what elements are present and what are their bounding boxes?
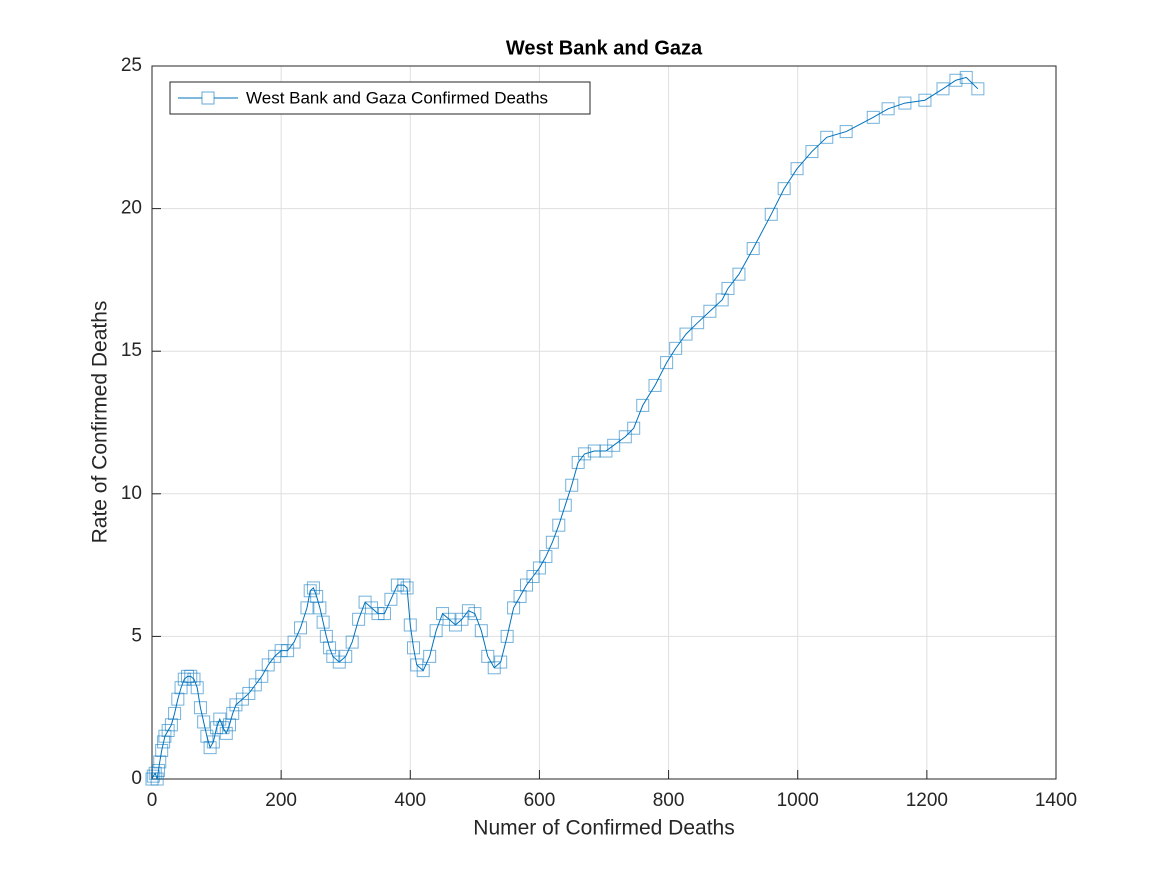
marker [206, 735, 220, 749]
marker [918, 93, 932, 107]
y-tick-label: 25 [121, 55, 142, 76]
marker [732, 267, 746, 281]
marker [416, 664, 430, 678]
marker [377, 607, 391, 621]
marker [423, 649, 437, 663]
marker [565, 478, 579, 492]
y-tick-label: 15 [121, 340, 142, 361]
marker [545, 535, 559, 549]
marker [959, 70, 973, 84]
legend-marker [201, 91, 215, 105]
legend-label: West Bank and Gaza Confirmed Deaths [246, 88, 548, 107]
marker [155, 743, 169, 757]
marker [703, 304, 717, 318]
marker [287, 635, 301, 649]
x-tick-label: 1200 [906, 790, 948, 811]
x-tick-label: 400 [394, 790, 426, 811]
plot-area [152, 66, 1056, 779]
marker [429, 624, 443, 638]
marker [866, 110, 880, 124]
marker [222, 718, 236, 732]
marker [219, 726, 233, 740]
y-tick-label: 0 [131, 768, 142, 789]
marker [316, 615, 330, 629]
marker [310, 589, 324, 603]
marker [936, 82, 950, 96]
marker [313, 601, 327, 615]
marker [500, 629, 514, 643]
marker [474, 624, 488, 638]
marker [345, 635, 359, 649]
marker [618, 430, 632, 444]
marker [494, 655, 508, 669]
y-tick-label: 10 [121, 483, 142, 504]
marker [168, 706, 182, 720]
axes-box [151, 65, 1057, 780]
marker [820, 130, 834, 144]
marker [403, 618, 417, 632]
chart-title: West Bank and Gaza [506, 37, 703, 59]
marker [660, 356, 674, 370]
marker [636, 398, 650, 412]
marker [306, 581, 320, 595]
marker [407, 641, 421, 655]
marker [607, 438, 621, 452]
marker [764, 207, 778, 221]
y-tick-label: 5 [131, 625, 142, 646]
marker [552, 518, 566, 532]
marker [777, 182, 791, 196]
marker [323, 641, 337, 655]
marker [578, 447, 592, 461]
marker [468, 607, 482, 621]
marker [648, 378, 662, 392]
marker [151, 763, 165, 777]
marker [558, 498, 572, 512]
marker [190, 681, 204, 695]
marker [294, 621, 308, 635]
marker [805, 145, 819, 159]
marker [197, 715, 211, 729]
x-tick-label: 1000 [777, 790, 819, 811]
marker [352, 612, 366, 626]
marker [384, 592, 398, 606]
x-tick-label: 1400 [1035, 790, 1077, 811]
marker [226, 706, 240, 720]
marker [339, 649, 353, 663]
marker [971, 82, 985, 96]
marker [539, 550, 553, 564]
marker [669, 341, 683, 355]
marker [691, 316, 705, 330]
marker [949, 73, 963, 87]
y-axis-label: Rate of Confirmed Deaths [89, 301, 112, 544]
marker [721, 281, 735, 295]
marker [187, 672, 201, 686]
marker [397, 578, 411, 592]
marker [400, 581, 414, 595]
marker [790, 162, 804, 176]
marker [898, 96, 912, 110]
y-tick-label: 20 [121, 198, 142, 219]
marker [627, 421, 641, 435]
marker [746, 242, 760, 256]
x-tick-label: 600 [524, 790, 556, 811]
marker [153, 755, 167, 769]
x-axis-label: Numer of Confirmed Deaths [473, 817, 734, 840]
x-tick-label: 800 [653, 790, 685, 811]
x-tick-label: 200 [265, 790, 297, 811]
marker [839, 125, 853, 139]
marker [171, 692, 185, 706]
legend-box [169, 81, 591, 115]
marker [300, 601, 314, 615]
marker [881, 102, 895, 116]
marker [164, 718, 178, 732]
x-tick-label: 0 [147, 790, 158, 811]
marker [193, 701, 207, 715]
marker [150, 772, 164, 786]
marker [319, 629, 333, 643]
marker [679, 327, 693, 341]
